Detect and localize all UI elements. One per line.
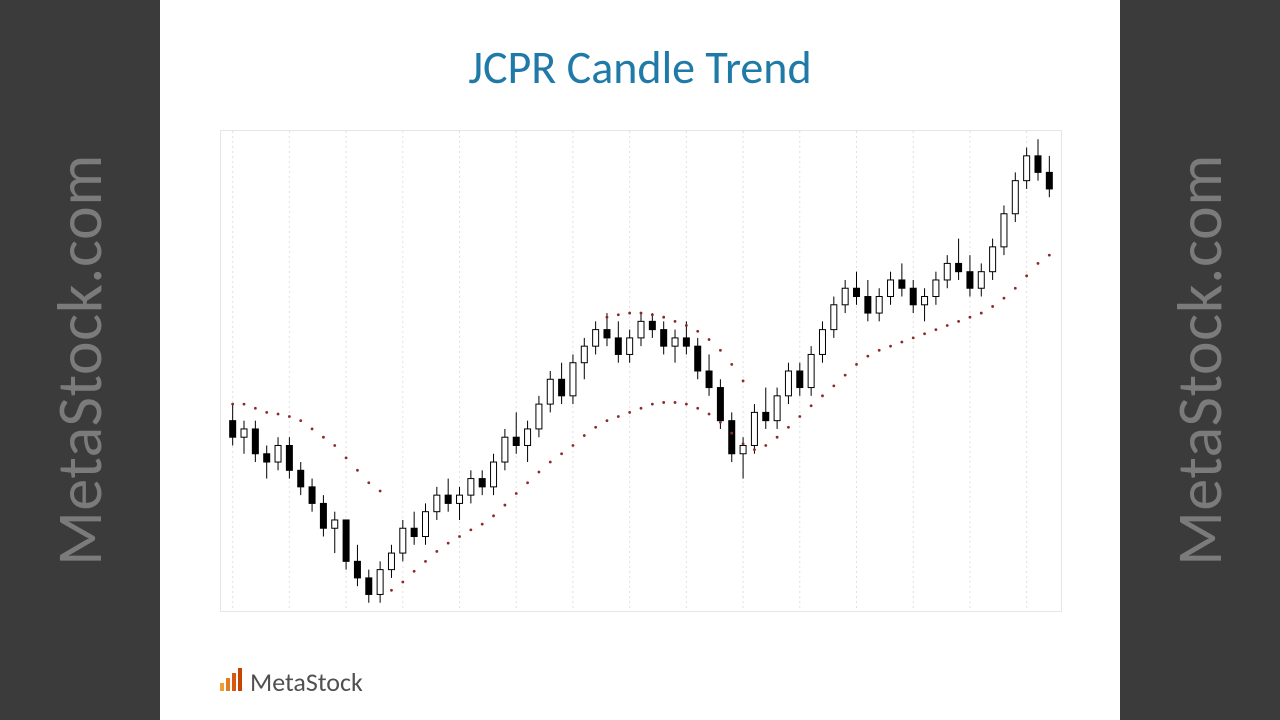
logo-stock: Stock xyxy=(306,666,363,698)
sidebar-brand-text: MetaStock.com xyxy=(41,154,119,566)
candle-chart xyxy=(220,130,1062,612)
slide: JCPR Candle Trend MetaStock xyxy=(160,0,1120,720)
sidebar-right: MetaStock.com xyxy=(1120,0,1280,720)
slide-title: JCPR Candle Trend xyxy=(160,40,1120,96)
sidebar-left: MetaStock.com xyxy=(0,0,160,720)
sidebar-brand-text: MetaStock.com xyxy=(1161,154,1239,566)
logo-meta: Meta xyxy=(250,666,306,698)
stage: MetaStock.com MetaStock.com JCPR Candle … xyxy=(0,0,1280,720)
brand-logo: MetaStock xyxy=(220,666,363,698)
logo-text: MetaStock xyxy=(250,666,363,698)
logo-bars-icon xyxy=(220,668,242,691)
